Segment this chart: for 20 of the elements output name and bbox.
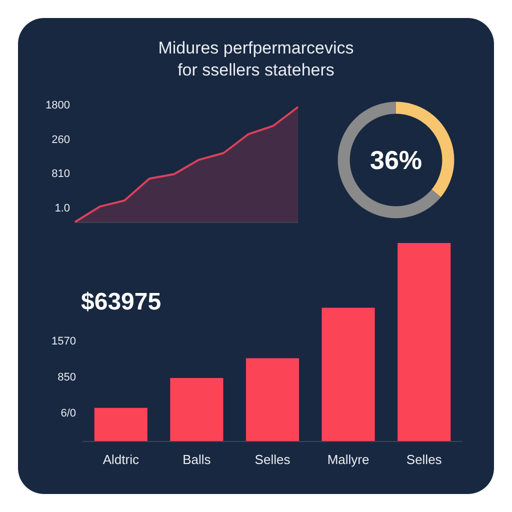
bar [94, 408, 148, 441]
text: 1800 [46, 100, 70, 112]
x-tick-label: Selles [406, 452, 442, 467]
text: 36% [370, 145, 422, 175]
x-tick-label: Balls [182, 452, 212, 467]
text: 1.0 [54, 202, 70, 214]
x-tick-label: Aldtric [102, 452, 140, 467]
bar [170, 378, 224, 441]
text: 850 [58, 372, 76, 384]
x-tick-label: Selles [254, 452, 291, 467]
text: 810 [52, 168, 70, 180]
bar [246, 358, 300, 441]
bar [322, 308, 375, 441]
text: 6/0 [60, 408, 76, 420]
x-tick-label: Mallyre [327, 452, 370, 467]
text: $63975 [81, 288, 162, 316]
bar [398, 243, 451, 441]
text: 1570 [52, 336, 76, 348]
text: 260 [52, 134, 70, 146]
chart-title: Midures perfpermarcevics for ssellers statehers [158, 38, 354, 80]
